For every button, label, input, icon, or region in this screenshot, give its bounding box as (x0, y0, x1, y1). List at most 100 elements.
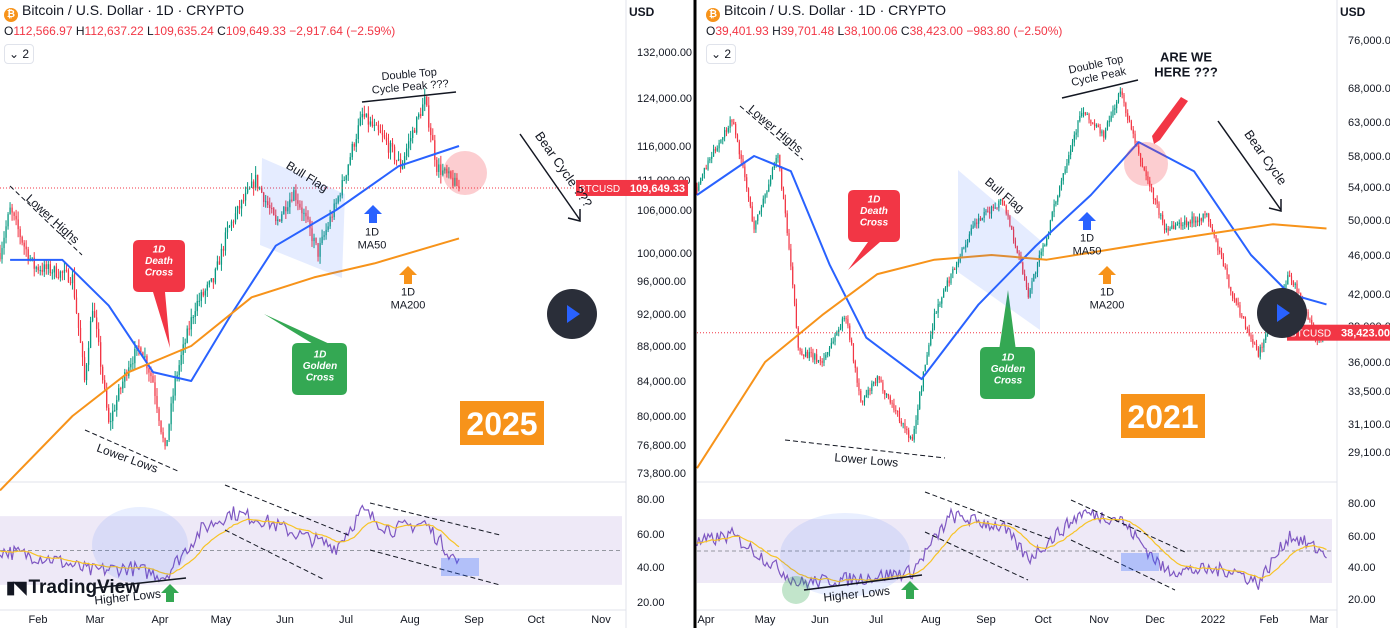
candle-body (1219, 250, 1221, 253)
candle-body (1134, 133, 1136, 143)
lower-highs-label: Lower Highs (23, 192, 82, 247)
candle-body (1290, 276, 1293, 281)
candle-body (1027, 287, 1029, 298)
candle-body (71, 274, 74, 284)
ma200-arrow-up-icon-right (1098, 266, 1116, 284)
candle-body (11, 207, 13, 213)
double-top-label-right: Double TopCycle Peak (1068, 53, 1128, 89)
bear-cycle-label-right: Bear Cycle (1241, 127, 1290, 188)
candle-body (120, 388, 122, 390)
candle-body (937, 304, 939, 313)
candle-body (1068, 155, 1070, 164)
candle-body (823, 358, 825, 363)
candle-body (297, 200, 299, 204)
last-price-tag: 109,649.33 (630, 183, 685, 195)
price-tick-label: 124,000.00 (637, 93, 692, 105)
candle-body (832, 341, 834, 343)
rsi-channel-bottom-2 (369, 549, 501, 586)
candle-body (961, 248, 963, 257)
rsi-channel-top-1 (224, 484, 349, 536)
candle-body (819, 360, 821, 362)
candle-body (1311, 319, 1313, 325)
lower-highs-line (9, 185, 83, 256)
candle-body (1075, 132, 1077, 135)
candle-body (722, 137, 724, 140)
candle-body (1151, 186, 1153, 188)
price-tick-label: 46,000.00 (1348, 250, 1390, 262)
candle-body (928, 345, 930, 356)
play-button-right[interactable] (1257, 288, 1307, 338)
candle-body (874, 382, 877, 384)
play-button-left[interactable] (547, 289, 597, 339)
candle-body (1000, 199, 1002, 201)
price-tick-label: 116,000.00 (637, 141, 691, 153)
candle-body (897, 411, 899, 413)
price-tick-label: 96,000.00 (637, 276, 686, 288)
candle-body (194, 311, 196, 318)
candle-body (144, 356, 146, 358)
candle-body (946, 280, 948, 288)
candle-body (224, 232, 227, 251)
candle-body (779, 154, 781, 169)
candle-body (843, 318, 845, 320)
candle-body (361, 114, 363, 118)
candle-body (150, 372, 152, 377)
candle-body (1003, 201, 1005, 206)
candle-body (790, 248, 792, 267)
candle-body (102, 366, 104, 381)
candle-body (275, 215, 277, 222)
candle-body (981, 218, 983, 221)
symbol-title-right[interactable]: ₿ Bitcoin / U.S. Dollar · 1D · CRYPTO (706, 2, 946, 22)
indicators-toggle-button-right[interactable]: ⌄ 2 (706, 44, 736, 64)
candle-body (448, 171, 450, 174)
candle-body (863, 397, 866, 402)
rsi-arrow-up-icon-left (161, 584, 179, 602)
candle-body (904, 423, 906, 430)
candle-body (1022, 262, 1024, 274)
candle-body (160, 420, 162, 433)
candle-body (957, 261, 959, 265)
candle-body (271, 208, 273, 210)
candle-body (729, 119, 731, 129)
candle-body (383, 134, 386, 138)
ohlc-close: 109,649.33 (225, 24, 286, 38)
candle-body (428, 105, 430, 128)
candle-body (299, 203, 301, 208)
rsi-tick-label: 60.00 (637, 529, 665, 541)
candle-body (939, 303, 941, 305)
year-badge-right: 2021 (1127, 399, 1198, 435)
double-top-line (361, 91, 457, 103)
symbol-title-left[interactable]: ₿ Bitcoin / U.S. Dollar · 1D · CRYPTO (4, 2, 244, 22)
tradingview-logo[interactable]: ▮◥ TradingView (6, 577, 140, 599)
candle-body (7, 214, 9, 227)
peak-highlight-circle-right (1124, 142, 1168, 186)
candle-body (700, 177, 702, 184)
candle-body (797, 327, 799, 348)
candle-body (926, 355, 928, 365)
candle-body (1033, 273, 1035, 282)
candle-body (948, 280, 950, 284)
indicators-toggle-button-left[interactable]: ⌄ 2 (4, 44, 34, 64)
chevron-down-icon: ⌄ (8, 47, 20, 61)
ma200-label: 1D MA200 (391, 287, 426, 312)
bull-flag-zone (260, 158, 345, 278)
lower-lows-line-right (784, 439, 946, 459)
candle-body (1123, 94, 1125, 104)
candle-body (148, 368, 150, 373)
candle-body (972, 225, 974, 229)
candle-body (828, 348, 831, 353)
candle-body (1171, 225, 1173, 229)
candle-body (73, 274, 76, 298)
candle-body (978, 218, 980, 224)
candle-body (1257, 348, 1259, 357)
candle-body (943, 290, 945, 298)
candle-body (85, 364, 88, 381)
candle-body (867, 389, 869, 395)
candle-body (3, 237, 5, 249)
double-top-label: Double TopCycle Peak ??? (370, 65, 449, 96)
candle-body (841, 318, 844, 329)
rsi-tick-label: 80.00 (1348, 498, 1376, 510)
currency-label-right: USD (1340, 5, 1366, 19)
candle-body (1263, 340, 1265, 348)
candle-body (1250, 334, 1252, 339)
